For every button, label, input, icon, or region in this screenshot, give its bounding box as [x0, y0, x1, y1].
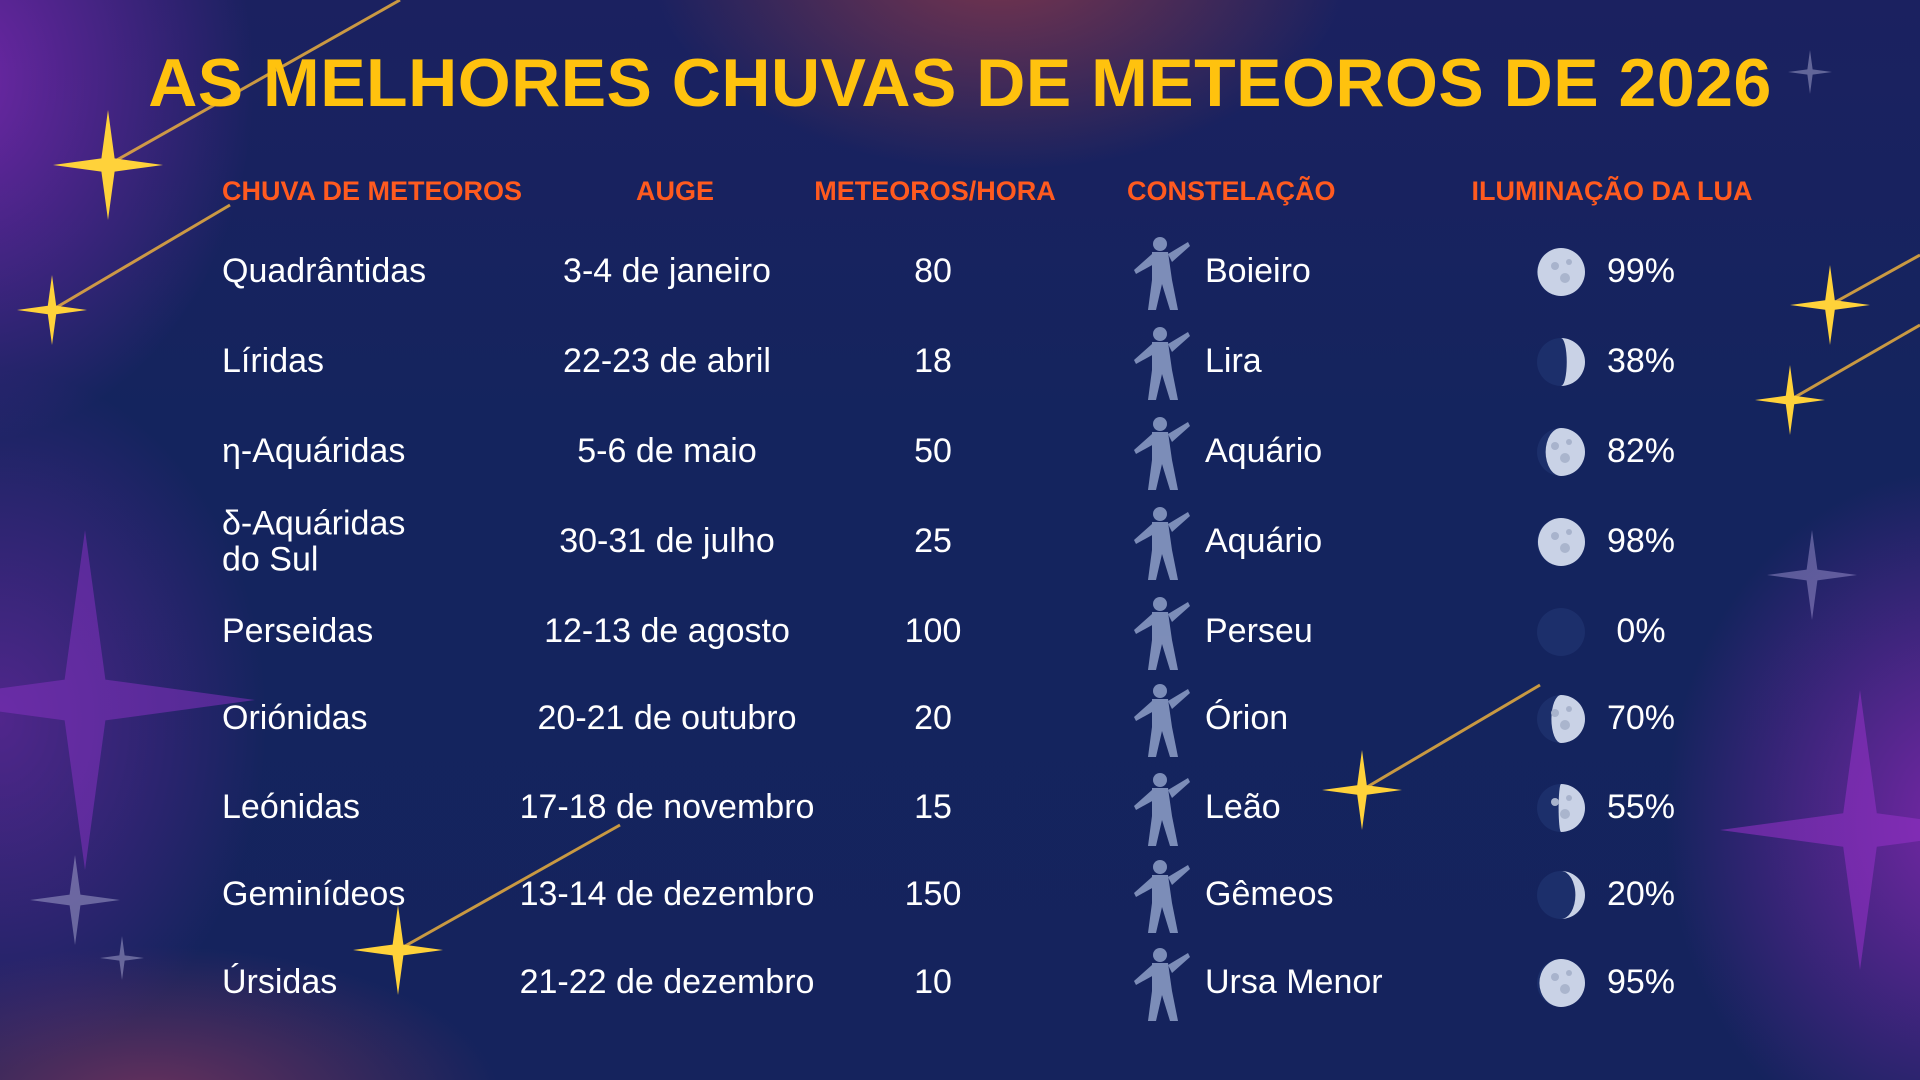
peak-date: 22-23 de abril [563, 342, 771, 381]
header-meteor-shower: CHUVA DE METEOROS [222, 176, 523, 206]
aquarius-figure-icon [1134, 507, 1190, 580]
peak-date: 21-22 de dezembro [519, 963, 815, 1002]
constellation-name: Gêmeos [1205, 875, 1334, 914]
header-meteors-per-hour: METEOROS/HORA [814, 176, 1056, 206]
shower-name: Quadrântidas [222, 252, 427, 291]
bootes-figure-icon [1134, 237, 1190, 310]
sparkle-star-icon [1790, 265, 1870, 345]
constellation-name: Boieiro [1205, 252, 1311, 291]
meteors-per-hour: 10 [914, 963, 952, 1002]
sparkle-star-icon [1322, 750, 1402, 830]
shower-name: Úrsidas [222, 963, 338, 1002]
shower-name: Geminídeos [222, 875, 406, 914]
peak-date: 17-18 de novembro [519, 788, 815, 827]
peak-date: 12-13 de agosto [544, 612, 790, 651]
moon-illumination-percent: 95% [1606, 963, 1676, 1002]
lion-icon [1134, 773, 1190, 846]
meteors-per-hour: 150 [904, 875, 962, 914]
orion-figure-icon [1134, 684, 1190, 757]
peak-date: 20-21 de outubro [537, 699, 797, 738]
sparkle-star-icon [17, 275, 87, 345]
meteor-streak [1789, 323, 1920, 402]
meteor-streak [107, 0, 401, 167]
page-title: AS MELHORES CHUVAS DE METEOROS DE 2026 [148, 45, 1772, 121]
constellation-name: Leão [1205, 788, 1281, 827]
meteors-per-hour: 100 [904, 612, 962, 651]
header-moon-illumination: ILUMINAÇÃO DA LUA [1471, 176, 1753, 206]
constellation-name: Ursa Menor [1205, 963, 1383, 1002]
meteor-streak [397, 823, 621, 952]
small-star-icon [30, 855, 120, 945]
moon-phase-icon [1537, 428, 1585, 476]
sparkle-star-icon [353, 905, 443, 995]
constellation-name: Aquário [1205, 522, 1323, 561]
large-star-icon [0, 530, 255, 870]
twins-figure-icon [1134, 860, 1190, 933]
shower-name: Líridas [222, 342, 325, 381]
moon-illumination-percent: 55% [1606, 788, 1676, 827]
moon-phase-icon [1537, 338, 1585, 386]
table-row: Geminídeos 13-14 de dezembro 150 Gêmeos … [0, 850, 1920, 940]
meteor-streak [51, 203, 231, 312]
table-row: Quadrântidas 3-4 de janeiro 80 Boieiro 9… [0, 227, 1920, 317]
shower-name: δ-Aquáridas do Sul [222, 504, 406, 578]
header-constellation: CONSTELAÇÃO [1127, 176, 1336, 206]
table-row: Oriónidas 20-21 de outubro 20 Órion 70% [0, 674, 1920, 764]
peak-date: 30-31 de julho [559, 522, 775, 561]
meteors-per-hour: 25 [914, 522, 952, 561]
meteors-per-hour: 18 [914, 342, 952, 381]
constellation-name: Perseu [1205, 612, 1313, 651]
moon-phase-icon [1537, 248, 1585, 296]
moon-illumination-percent: 20% [1606, 875, 1676, 914]
table-row: δ-Aquáridas do Sul 30-31 de julho 25 Aqu… [0, 497, 1920, 587]
small-star-icon [1788, 50, 1832, 94]
moon-phase-icon [1537, 784, 1585, 832]
small-star-icon [1767, 530, 1857, 620]
header-peak: AUGE [635, 176, 715, 206]
moon-illumination-percent: 99% [1606, 252, 1676, 291]
constellation-name: Lira [1205, 342, 1262, 381]
large-star-icon [1720, 690, 1920, 970]
table-row: Leónidas 17-18 de novembro 15 Leão 55% [0, 763, 1920, 853]
meteors-per-hour: 50 [914, 432, 952, 471]
moon-illumination-percent: 38% [1606, 342, 1676, 381]
table-row: η-Aquáridas 5-6 de maio 50 Aquário 82% [0, 407, 1920, 497]
meteor-streak [1361, 683, 1541, 792]
moon-illumination-percent: 82% [1606, 432, 1676, 471]
table-row: Perseidas 12-13 de agosto 100 Perseu 0% [0, 587, 1920, 677]
constellation-name: Órion [1205, 699, 1289, 738]
aquarius-figure-icon [1134, 417, 1190, 490]
shower-name: Leónidas [222, 788, 361, 827]
table-row: Líridas 22-23 de abril 18 Lira 38% [0, 317, 1920, 407]
sparkle-star-icon [53, 110, 163, 220]
shower-name: η-Aquáridas [222, 432, 406, 471]
peak-date: 3-4 de janeiro [563, 252, 771, 291]
peak-date: 13-14 de dezembro [519, 875, 815, 914]
table-row: Úrsidas 21-22 de dezembro 10 Ursa Menor … [0, 938, 1920, 1028]
shower-name: Perseidas [222, 612, 374, 651]
meteors-per-hour: 80 [914, 252, 952, 291]
moon-phase-icon [1537, 871, 1585, 919]
moon-phase-icon [1537, 959, 1585, 1007]
moon-phase-icon [1537, 518, 1585, 566]
shower-name: Oriónidas [222, 699, 368, 738]
meteors-per-hour: 15 [914, 788, 952, 827]
lyre-icon [1134, 327, 1190, 400]
sparkle-star-icon [1755, 365, 1825, 435]
bear-icon [1134, 948, 1190, 1021]
meteor-streak [1829, 253, 1920, 307]
peak-date: 5-6 de maio [577, 432, 757, 471]
moon-phase-icon [1537, 695, 1585, 743]
perseus-figure-icon [1134, 597, 1190, 670]
moon-illumination-percent: 98% [1606, 522, 1676, 561]
small-star-icon [100, 936, 144, 980]
moon-phase-icon [1537, 608, 1585, 656]
moon-illumination-percent: 0% [1616, 612, 1666, 651]
constellation-name: Aquário [1205, 432, 1323, 471]
moon-illumination-percent: 70% [1606, 699, 1676, 738]
meteors-per-hour: 20 [914, 699, 952, 738]
